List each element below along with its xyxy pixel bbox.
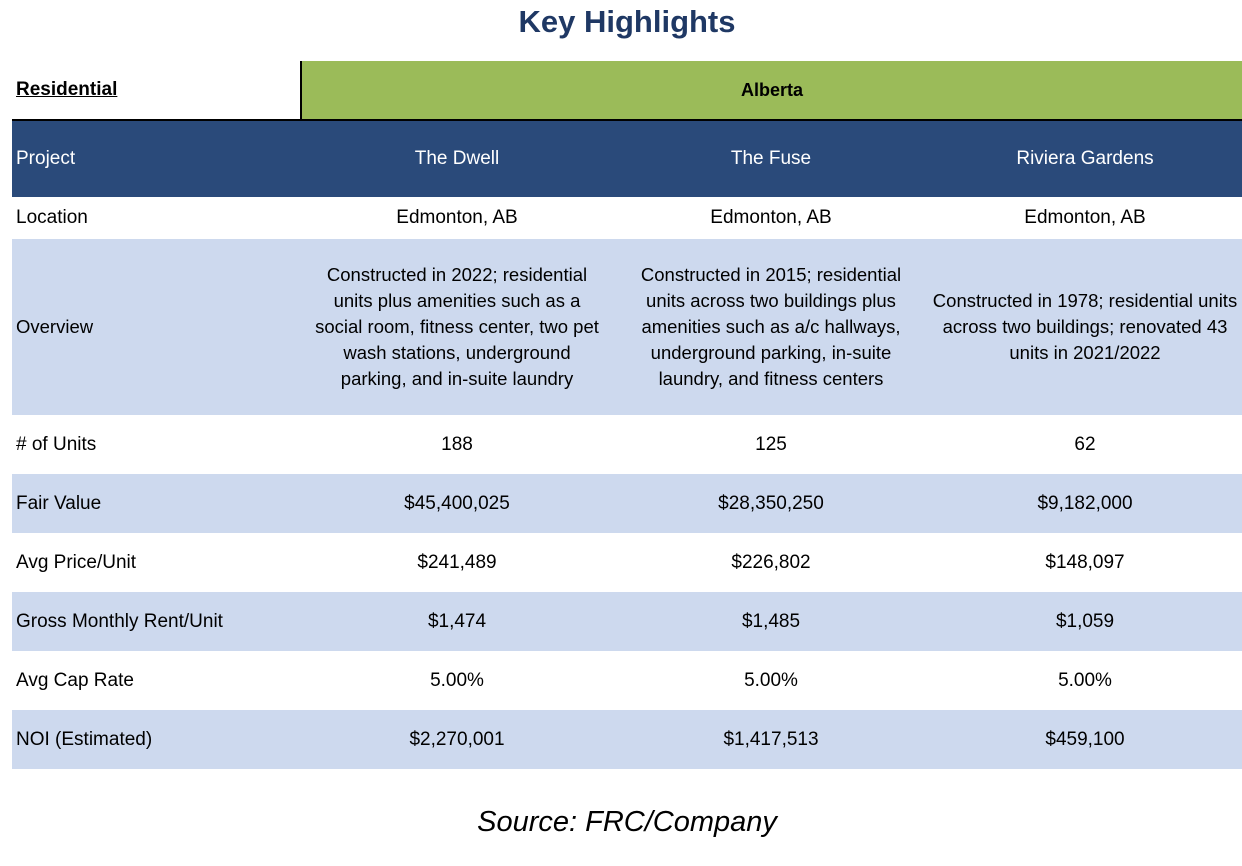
project-name: Riviera Gardens <box>1016 148 1154 169</box>
table-row-noi: NOI (Estimated) $2,270,001 $1,417,513 $4… <box>12 710 1242 769</box>
table-row-location: Location Edmonton, AB Edmonton, AB Edmon… <box>12 197 1242 239</box>
source-note: Source: FRC/Company <box>477 806 777 838</box>
project-header-label: Project <box>16 148 76 169</box>
cell-value: $9,182,000 <box>1037 492 1133 514</box>
row-label: Gross Monthly Rent/Unit <box>16 610 223 632</box>
project-name: The Fuse <box>730 148 812 169</box>
row-label: # of Units <box>16 433 97 455</box>
row-label: Fair Value <box>16 492 102 514</box>
cell-value: $1,059 <box>1055 610 1115 632</box>
cell-value: 5.00% <box>1058 669 1112 691</box>
table-row-gross-rent: Gross Monthly Rent/Unit $1,474 $1,485 $1… <box>12 592 1242 651</box>
cell-value: Constructed in 1978; residential units a… <box>932 290 1238 363</box>
cell-value: $1,485 <box>741 610 801 632</box>
cell-value: 5.00% <box>430 669 484 691</box>
project-header-row: Project The Dwell The Fuse Riviera Garde… <box>12 121 1242 197</box>
table-row-overview: Overview Constructed in 2022; residentia… <box>12 239 1242 415</box>
table-row-avg-price: Avg Price/Unit $241,489 $226,802 $148,09… <box>12 533 1242 592</box>
row-label: Avg Cap Rate <box>16 669 134 691</box>
cell-value: Constructed in 2022; residential units p… <box>315 264 599 389</box>
row-label: NOI (Estimated) <box>16 728 153 750</box>
table-row-fair-value: Fair Value $45,400,025 $28,350,250 $9,18… <box>12 474 1242 533</box>
cell-value: $241,489 <box>417 551 497 573</box>
project-name: The Dwell <box>414 148 500 169</box>
cell-value: $226,802 <box>731 551 811 573</box>
cell-value: $1,417,513 <box>723 728 819 750</box>
region-header: Alberta <box>300 61 1242 121</box>
cell-value: Edmonton, AB <box>710 207 832 228</box>
highlights-table: Residential Alberta Project The Dwell Th… <box>12 61 1242 769</box>
cell-value: $148,097 <box>1045 551 1125 573</box>
cell-value: $2,270,001 <box>409 728 505 750</box>
cell-value: Edmonton, AB <box>1024 207 1146 228</box>
cell-value: Constructed in 2015; residential units a… <box>640 264 902 389</box>
cell-value: 125 <box>755 433 787 455</box>
table-row-units: # of Units 188 125 62 <box>12 415 1242 474</box>
row-label: Overview <box>16 316 94 337</box>
cell-value: $459,100 <box>1045 728 1125 750</box>
row-label: Location <box>16 207 88 228</box>
table-row-cap-rate: Avg Cap Rate 5.00% 5.00% 5.00% <box>12 651 1242 710</box>
page-title: Key Highlights <box>518 4 736 39</box>
cell-value: $45,400,025 <box>404 492 510 514</box>
section-row: Residential Alberta <box>12 61 1242 121</box>
cell-value: Edmonton, AB <box>396 207 518 228</box>
row-label: Avg Price/Unit <box>16 551 137 573</box>
cell-value: 188 <box>441 433 473 455</box>
cell-value: $28,350,250 <box>718 492 824 514</box>
section-label: Residential <box>12 61 300 121</box>
cell-value: 62 <box>1074 433 1096 455</box>
cell-value: 5.00% <box>744 669 798 691</box>
cell-value: $1,474 <box>427 610 487 632</box>
